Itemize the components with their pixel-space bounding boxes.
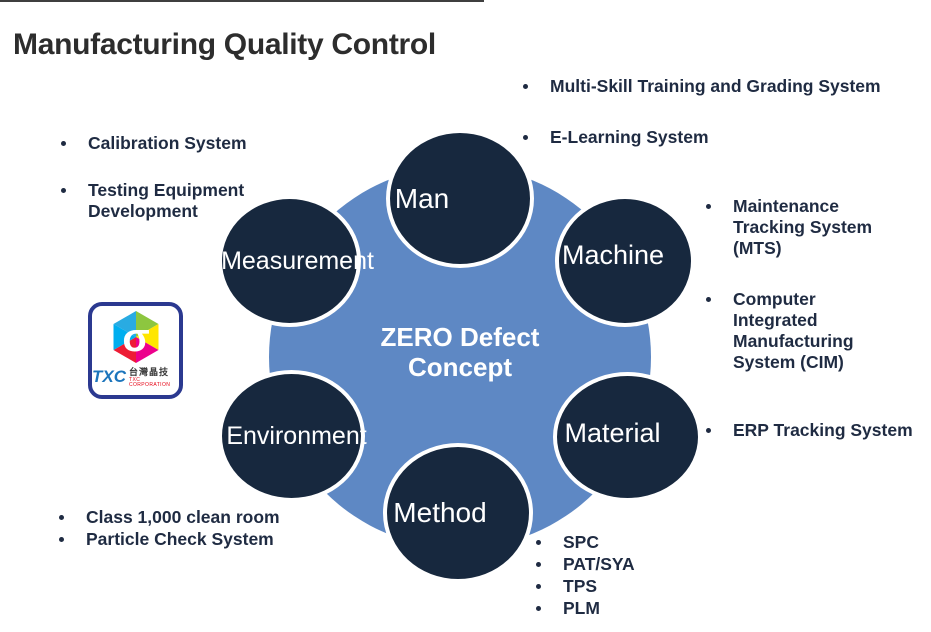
bullet-dot-icon xyxy=(523,84,528,89)
list-item: TPS xyxy=(530,575,680,597)
center-label-line1: ZERO Defect xyxy=(380,322,540,352)
node-environment: Environment xyxy=(218,370,367,502)
list-item-text: PLM xyxy=(563,598,600,618)
bullet-dot-icon xyxy=(706,297,711,302)
hexagon-sigma-icon: σ xyxy=(113,311,158,363)
node-method: Method xyxy=(383,443,533,583)
machine-bullet-list: Maintenance Tracking System (MTS) Comput… xyxy=(700,196,880,403)
material-bullet-list: ERP Tracking System xyxy=(700,420,931,441)
bullet-dot-icon xyxy=(706,428,711,433)
list-item-text: PAT/SYA xyxy=(563,554,635,574)
list-item-text: SPC xyxy=(563,532,599,552)
bullet-dot-icon xyxy=(59,515,64,520)
bullet-dot-icon xyxy=(536,540,541,545)
bullet-dot-icon xyxy=(536,562,541,567)
bullet-dot-icon xyxy=(59,537,64,542)
node-measurement-label: Measurement xyxy=(221,246,374,275)
zero-defect-concept-label: ZERO Defect Concept xyxy=(310,322,610,382)
list-item: E-Learning System xyxy=(517,127,897,148)
node-man: Man xyxy=(386,129,534,268)
bullet-dot-icon xyxy=(706,204,711,209)
page-title: Manufacturing Quality Control xyxy=(13,28,436,62)
man-bullet-list: Multi-Skill Training and Grading System … xyxy=(517,76,897,148)
center-label-line2: Concept xyxy=(408,352,512,383)
svg-text:σ: σ xyxy=(122,316,149,360)
node-man-label: Man xyxy=(394,182,450,214)
list-item: PAT/SYA xyxy=(530,553,680,575)
list-item-text: Calibration System xyxy=(88,133,247,153)
logo-text-row: TXC 台灣晶技 TXC CORPORATION xyxy=(92,368,179,388)
list-item-text: ERP Tracking System xyxy=(733,420,913,440)
node-method-label: Method xyxy=(393,497,487,528)
list-item: Particle Check System xyxy=(53,528,315,550)
list-item-text: Class 1,000 clean room xyxy=(86,507,280,527)
list-item: ERP Tracking System xyxy=(700,420,931,441)
node-measurement: Measurement xyxy=(218,195,374,327)
txc-logo: σ TXC 台灣晶技 TXC CORPORATION xyxy=(88,302,183,399)
list-item-text: Testing Equipment Development xyxy=(88,180,245,221)
logo-txc-text: TXC xyxy=(92,367,126,386)
window-top-edge xyxy=(0,0,484,2)
bullet-dot-icon xyxy=(61,188,66,193)
environment-bullet-list: Class 1,000 clean room Particle Check Sy… xyxy=(53,506,315,550)
node-machine: Machine xyxy=(555,195,695,327)
bullet-dot-icon xyxy=(523,135,528,140)
list-item: Testing Equipment Development xyxy=(55,180,290,222)
logo-right-text: 台灣晶技 TXC CORPORATION xyxy=(129,368,179,388)
logo-subtitle-text: TXC CORPORATION xyxy=(129,377,171,388)
logo-chinese-text: 台灣晶技 xyxy=(129,367,170,377)
list-item-text: TPS xyxy=(563,576,598,596)
list-item: SPC xyxy=(530,531,680,553)
bullet-dot-icon xyxy=(61,141,66,146)
list-item: PLM xyxy=(530,597,680,619)
measurement-bullet-list: Calibration System Testing Equipment Dev… xyxy=(55,133,290,248)
list-item-text: E-Learning System xyxy=(550,127,709,147)
list-item: Maintenance Tracking System (MTS) xyxy=(700,196,880,259)
list-item-text: Maintenance Tracking System (MTS) xyxy=(733,196,873,258)
list-item-text: Multi-Skill Training and Grading System xyxy=(550,76,881,96)
list-item: Multi-Skill Training and Grading System xyxy=(517,76,897,97)
node-material-label: Material xyxy=(564,417,661,448)
node-machine-label: Machine xyxy=(561,239,665,270)
method-bullet-list: SPC PAT/SYA TPS PLM xyxy=(530,531,680,619)
node-environment-label: Environment xyxy=(226,421,367,450)
list-item-text: Particle Check System xyxy=(86,529,274,549)
list-item: Class 1,000 clean room xyxy=(53,506,315,528)
node-material: Material xyxy=(553,372,702,502)
list-item: Calibration System xyxy=(55,133,290,154)
bullet-dot-icon xyxy=(536,584,541,589)
list-item: Computer Integrated Manufacturing System… xyxy=(700,289,880,373)
bullet-dot-icon xyxy=(536,606,541,611)
list-item-text: Computer Integrated Manufacturing System… xyxy=(733,289,854,372)
